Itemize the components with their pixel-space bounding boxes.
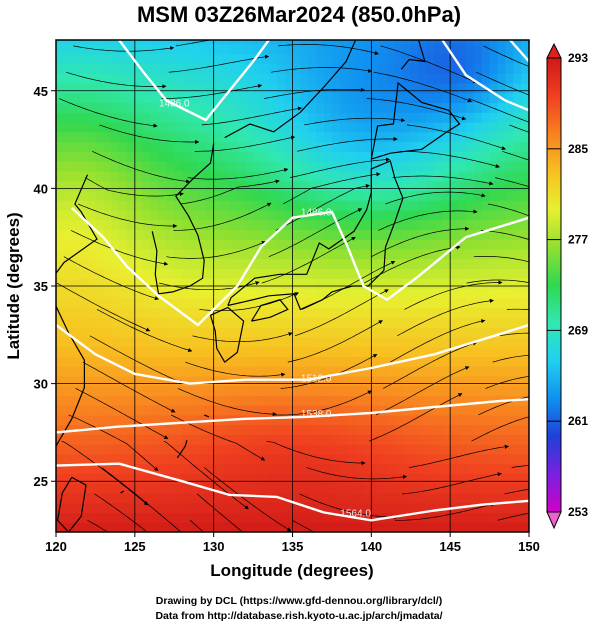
- plot-area: 1486.0 1486.0 1512.0 1538.0 1564.0: [55, 39, 530, 533]
- x-axis-label: Longitude (degrees): [210, 561, 373, 580]
- y-tick-label: 35: [34, 279, 48, 294]
- colorbar-tick-label: 293: [568, 51, 588, 65]
- colorbar-tick-label: 261: [568, 414, 588, 428]
- credit-line-1: Drawing by DCL (https://www.gfd-dennou.o…: [156, 595, 442, 607]
- x-tick-label: 150: [518, 539, 540, 554]
- x-tick-label: 130: [203, 539, 225, 554]
- grid-lines: [56, 40, 529, 532]
- y-axis-label: Latitude (degrees): [4, 212, 23, 359]
- contour-label: 1486.0: [159, 98, 190, 109]
- colorbar-bottom-arrow: [546, 511, 562, 530]
- colorbar-tick-label: 253: [568, 505, 588, 519]
- contour-labels: 1486.0 1486.0 1512.0 1538.0 1564.0: [159, 98, 371, 519]
- y-axis: 25 30 35 40 45: [34, 84, 56, 489]
- contour-label: 1564.0: [340, 508, 371, 519]
- colorbar-top-arrow: [546, 42, 562, 59]
- x-tick-label: 120: [45, 539, 67, 554]
- height-contours: [56, 40, 529, 522]
- x-axis: 120 125 130 135 140 145 150: [45, 532, 540, 554]
- x-tick-label: 145: [439, 539, 461, 554]
- y-tick-label: 25: [34, 474, 48, 489]
- contour-label: 1538.0: [301, 409, 332, 420]
- x-tick-label: 125: [124, 539, 146, 554]
- colorbar-tick-label: 277: [568, 233, 588, 247]
- credit-line-2: Data from http://database.rish.kyoto-u.a…: [155, 610, 442, 622]
- temperature-field: [56, 40, 529, 532]
- x-tick-label: 140: [360, 539, 382, 554]
- chart-title: MSM 03Z26Mar2024 (850.0hPa): [137, 2, 461, 27]
- y-tick-label: 40: [34, 181, 48, 196]
- colorbar-bar: [546, 57, 562, 513]
- colorbar-tick-label: 269: [568, 323, 588, 337]
- colorbar: 293 285 277 269 261 253: [546, 42, 588, 530]
- colorbar-ticks: 293 285 277 269 261 253: [547, 51, 588, 519]
- x-tick-label: 135: [282, 539, 304, 554]
- streamlines: [56, 40, 529, 532]
- y-tick-label: 45: [34, 84, 48, 99]
- contour-label: 1512.0: [301, 374, 332, 385]
- colorbar-tick-label: 285: [568, 142, 588, 156]
- y-tick-label: 30: [34, 377, 48, 392]
- contour-label: 1486.0: [301, 208, 332, 219]
